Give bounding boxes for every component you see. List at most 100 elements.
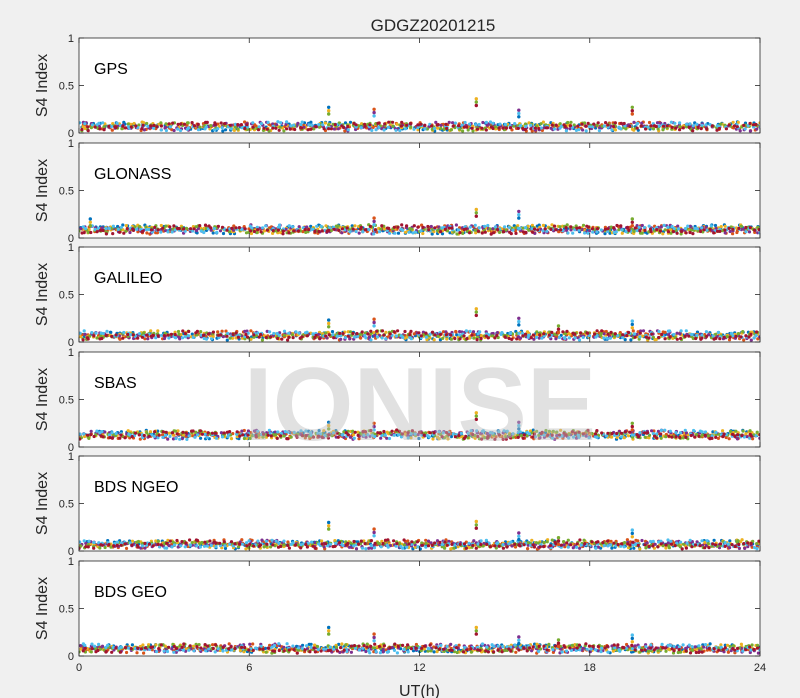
data-point xyxy=(95,336,99,340)
y-tick-label: 1 xyxy=(68,242,74,254)
y-axis-label: S4 Index xyxy=(34,54,51,117)
data-point xyxy=(411,231,415,235)
data-point xyxy=(577,128,581,132)
data-point xyxy=(705,127,709,131)
data-point xyxy=(736,433,740,437)
data-point xyxy=(256,128,261,132)
data-point xyxy=(472,539,476,543)
data-point xyxy=(89,433,93,437)
data-point xyxy=(392,225,396,229)
data-point xyxy=(361,230,365,234)
data-point xyxy=(260,338,264,342)
data-point xyxy=(176,127,180,131)
data-point xyxy=(715,229,720,233)
data-point xyxy=(129,122,133,126)
data-point xyxy=(521,436,525,440)
data-point xyxy=(527,432,532,436)
data-point xyxy=(659,428,664,432)
data-point xyxy=(569,228,573,232)
data-point xyxy=(388,332,392,336)
data-point xyxy=(343,129,347,133)
data-point xyxy=(145,231,149,235)
data-point xyxy=(366,332,370,336)
data-point xyxy=(583,231,587,235)
data-point xyxy=(83,226,88,231)
data-point xyxy=(126,332,130,337)
data-point xyxy=(695,227,699,231)
data-point xyxy=(409,337,413,341)
data-point xyxy=(742,123,746,127)
data-point xyxy=(754,122,758,127)
data-point xyxy=(287,335,291,339)
data-point xyxy=(346,334,350,338)
data-point xyxy=(659,432,663,436)
data-point xyxy=(474,231,478,235)
data-point xyxy=(731,120,735,124)
data-point xyxy=(228,123,232,127)
data-point xyxy=(728,335,732,339)
data-point xyxy=(577,338,582,342)
data-point xyxy=(485,431,489,436)
data-point xyxy=(101,331,105,336)
data-point xyxy=(141,123,145,127)
data-point xyxy=(408,121,413,126)
data-point xyxy=(723,224,727,228)
data-point xyxy=(662,223,666,227)
data-point xyxy=(336,224,340,228)
data-point xyxy=(409,436,413,440)
data-point xyxy=(176,329,181,334)
data-point xyxy=(357,437,361,441)
data-point xyxy=(531,435,535,439)
data-point xyxy=(122,330,126,335)
data-point xyxy=(384,337,388,341)
data-point xyxy=(375,329,379,333)
data-point xyxy=(251,121,255,125)
data-point xyxy=(742,435,747,439)
data-point xyxy=(525,434,529,438)
data-point xyxy=(233,122,237,126)
data-point xyxy=(622,121,626,126)
data-point xyxy=(638,431,642,435)
data-point xyxy=(459,431,464,435)
data-point xyxy=(643,228,647,232)
spike-point xyxy=(630,109,634,113)
data-point xyxy=(159,128,163,132)
data-point xyxy=(348,330,353,334)
data-point xyxy=(406,433,410,438)
data-point xyxy=(383,122,387,126)
data-point xyxy=(523,332,528,336)
data-point xyxy=(656,429,661,433)
data-point xyxy=(350,224,354,228)
data-point xyxy=(136,230,140,234)
data-point xyxy=(447,433,451,437)
data-point xyxy=(416,433,420,437)
data-point xyxy=(83,332,87,336)
data-point xyxy=(235,430,239,434)
data-point xyxy=(309,127,313,131)
data-point xyxy=(478,330,482,334)
data-point xyxy=(149,228,154,232)
data-point xyxy=(504,435,508,439)
spike-point xyxy=(372,219,376,224)
data-point xyxy=(108,436,112,440)
spike-point xyxy=(372,324,376,328)
data-point xyxy=(363,124,367,128)
data-point xyxy=(503,122,508,127)
data-point xyxy=(747,335,751,339)
data-point xyxy=(281,229,285,233)
data-point xyxy=(593,432,598,436)
data-point xyxy=(117,334,121,338)
data-point xyxy=(97,121,101,125)
data-point xyxy=(110,334,114,338)
data-point xyxy=(299,123,303,127)
data-point xyxy=(204,125,208,129)
data-point xyxy=(268,330,272,334)
y-tick-label: 0 xyxy=(68,233,74,245)
data-point xyxy=(360,330,364,334)
data-point xyxy=(731,227,735,231)
data-point xyxy=(646,125,650,129)
data-point xyxy=(653,542,657,546)
data-point xyxy=(680,229,684,234)
data-point xyxy=(470,126,474,130)
